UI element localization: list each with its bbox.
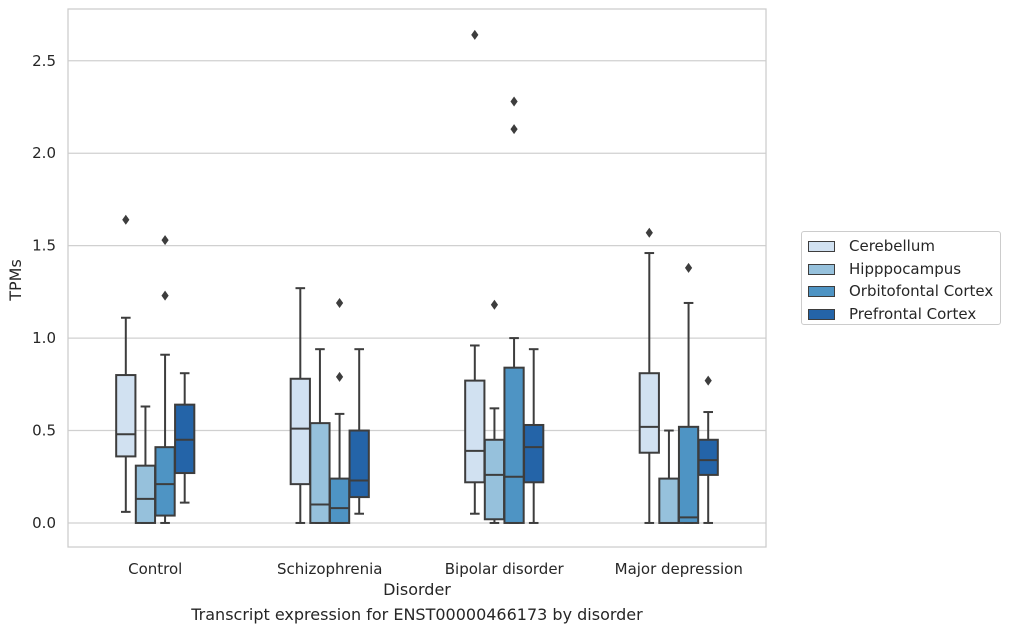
box-iqr: [154, 446, 176, 517]
box-cerebellum: [115, 214, 137, 513]
box-iqr: [483, 438, 506, 521]
y-tick-label: 0.5: [32, 422, 56, 440]
box-iqr: [638, 372, 660, 454]
outlier-point: [704, 375, 712, 386]
x-tick-label: Major depression: [615, 560, 743, 578]
box-orbitofontal-cortex: [154, 235, 176, 524]
outlier-point: [335, 371, 344, 382]
box-iqr: [309, 422, 331, 524]
y-tick-label: 2.0: [32, 144, 56, 162]
box-hipppocampus: [483, 299, 506, 524]
x-tick-labels: Control Schizophrenia Bipolar disorder Majo…: [128, 560, 743, 578]
figure-caption: Transcript expression for ENST0000046617…: [191, 605, 643, 624]
box-iqr: [697, 438, 719, 476]
legend-swatch: [808, 240, 835, 252]
legend-label: Prefrontal Cortex: [849, 305, 977, 323]
outlier-point: [510, 124, 518, 135]
box-iqr: [658, 477, 680, 524]
x-tick-label: Control: [128, 560, 182, 578]
outlier-point: [161, 235, 169, 246]
box-prefrontal-cortex: [697, 375, 719, 524]
x-tick-label: Bipolar disorder: [445, 560, 565, 578]
outlier-point: [335, 297, 344, 308]
y-tick-label: 2.5: [32, 52, 56, 70]
y-tick-label: 1.0: [32, 329, 56, 347]
box-iqr: [289, 377, 311, 486]
boxes: [115, 29, 719, 524]
outlier-point: [645, 227, 653, 238]
box-orbitofontal-cortex: [503, 96, 525, 524]
box-hipppocampus: [658, 429, 680, 524]
box-iqr: [115, 374, 137, 458]
outlier-point: [684, 262, 693, 273]
outlier-point: [122, 214, 130, 225]
box-iqr: [134, 464, 157, 524]
outlier-point: [510, 96, 518, 107]
box-hipppocampus: [134, 405, 157, 524]
legend-label: Orbitofontal Cortex: [849, 282, 994, 300]
x-axis-label: Disorder: [383, 580, 451, 599]
outlier-point: [490, 299, 499, 310]
legend-item: Orbitofontal Cortex: [808, 281, 993, 301]
y-axis-label: TPMs: [6, 259, 25, 302]
box-iqr: [503, 366, 525, 524]
box-prefrontal-cortex: [523, 348, 545, 524]
box-cerebellum: [464, 29, 486, 515]
box-iqr: [523, 423, 545, 484]
box-hipppocampus: [309, 348, 331, 524]
box-prefrontal-cortex: [348, 348, 370, 515]
box-orbitofontal-cortex: [328, 297, 351, 524]
y-tick-label: 1.5: [32, 237, 56, 255]
box-orbitofontal-cortex: [677, 262, 700, 524]
legend-item: Prefrontal Cortex: [808, 304, 976, 324]
legend-swatch: [808, 308, 835, 320]
box-iqr: [348, 429, 370, 499]
y-tick-labels: 0.0 0.5 1.0 1.5 2.0 2.5: [32, 52, 56, 532]
box-iqr: [328, 477, 351, 524]
x-tick-label: Schizophrenia: [277, 560, 382, 578]
legend-item: Cerebellum: [808, 236, 935, 256]
plot-frame: [67, 8, 767, 548]
box-iqr: [464, 379, 486, 484]
legend-label: Hipppocampus: [849, 260, 962, 278]
legend-item: Hipppocampus: [808, 259, 961, 279]
outlier-point: [471, 29, 479, 40]
box-prefrontal-cortex: [174, 372, 196, 504]
y-tick-label: 0.0: [32, 514, 56, 532]
box-iqr: [677, 425, 700, 524]
box-cerebellum: [638, 227, 660, 524]
legend-swatch: [808, 263, 835, 275]
legend-label: Cerebellum: [849, 237, 935, 255]
box-cerebellum: [289, 287, 311, 524]
legend: Cerebellum Hipppocampus Orbitofontal Cor…: [801, 231, 1001, 325]
legend-swatch: [808, 285, 835, 297]
outlier-point: [161, 290, 169, 301]
